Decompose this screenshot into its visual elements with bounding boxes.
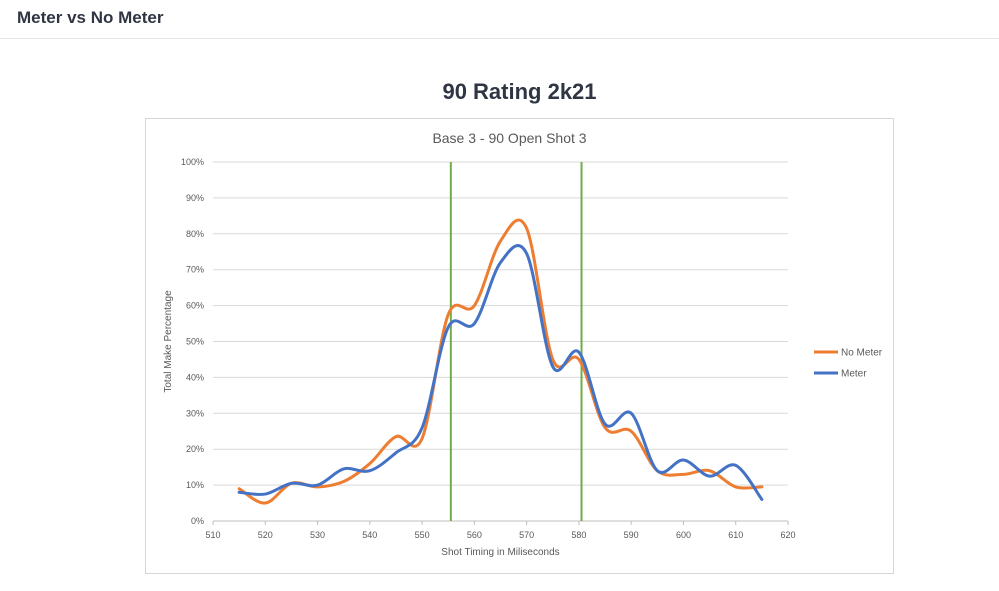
x-tick-label: 510 <box>205 530 220 540</box>
top-bar: Meter vs No Meter <box>0 0 999 39</box>
series-line-meter <box>237 244 764 501</box>
x-tick-label: 610 <box>728 530 743 540</box>
y-axis-title: Total Make Percentage <box>163 290 174 393</box>
x-tick-label: 540 <box>362 530 377 540</box>
x-tick-label: 600 <box>676 530 691 540</box>
y-tick-label: 50% <box>186 337 204 347</box>
y-tick-label: 100% <box>181 157 204 167</box>
chart-frame: Base 3 - 90 Open Shot 3 0% 10% 20% 30% 40% 50%… <box>145 118 894 574</box>
legend-label-meter: Meter <box>841 369 867 380</box>
y-tick-label: 90% <box>186 193 204 203</box>
chart-title: Base 3 - 90 Open Shot 3 <box>432 130 586 146</box>
x-tick-label: 530 <box>310 530 325 540</box>
x-tick-label: 520 <box>258 530 273 540</box>
y-tick-label: 0% <box>191 516 204 526</box>
y-tick-label: 10% <box>186 480 204 490</box>
x-tick-label: 570 <box>519 530 534 540</box>
y-tick-label: 30% <box>186 408 204 418</box>
y-tick-label: 70% <box>186 265 204 275</box>
x-tick-label: 550 <box>415 530 430 540</box>
line-chart: Base 3 - 90 Open Shot 3 0% 10% 20% 30% 40% 50%… <box>163 130 883 558</box>
x-tick-label: 560 <box>467 530 482 540</box>
series-line-no-meter <box>237 218 764 505</box>
page-header-title: Meter vs No Meter <box>17 8 164 27</box>
x-tick-label: 590 <box>624 530 639 540</box>
y-tick-label: 80% <box>186 229 204 239</box>
y-tick-label: 20% <box>186 444 204 454</box>
page-heading: 90 Rating 2k21 <box>442 79 597 104</box>
x-axis-title: Shot Timing in Miliseconds <box>441 547 559 558</box>
x-tick-label: 620 <box>780 530 795 540</box>
x-tick-label: 580 <box>571 530 586 540</box>
y-tick-label: 40% <box>186 372 204 382</box>
legend-label-no-meter: No Meter <box>841 348 883 359</box>
y-tick-label: 60% <box>186 301 204 311</box>
